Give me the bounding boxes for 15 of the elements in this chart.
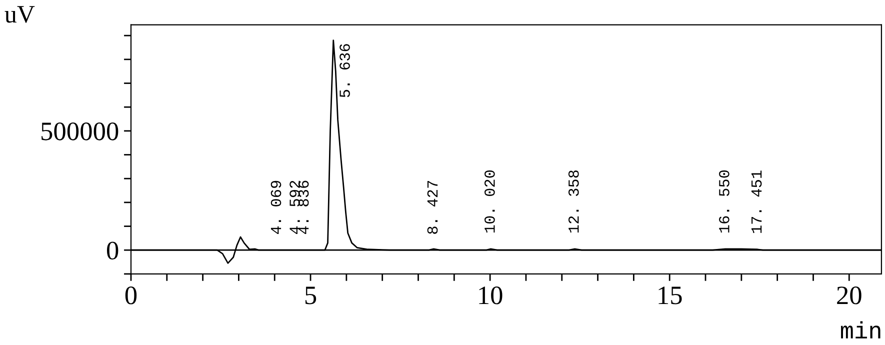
annotation: 5. 636: [340, 44, 350, 98]
annotation: 16. 550: [718, 170, 730, 233]
x-tick-label: 5: [305, 286, 316, 304]
annotation: 10. 020: [484, 170, 495, 233]
x-tick-label: 10: [479, 286, 502, 304]
x-tick-label: 20: [837, 286, 862, 304]
x-tick-label: 15: [658, 286, 682, 304]
annotation: 12. 358: [568, 170, 579, 233]
y-axis-title: uV: [4, 6, 35, 23]
annotation: 17. 451: [752, 170, 762, 233]
x-axis-title: min: [840, 321, 880, 338]
annotation: 8. 427: [427, 181, 438, 234]
x-tick-label: 0: [125, 286, 137, 304]
annotation: 4. 069: [270, 180, 282, 234]
y-tick-label: 500000: [42, 122, 118, 140]
